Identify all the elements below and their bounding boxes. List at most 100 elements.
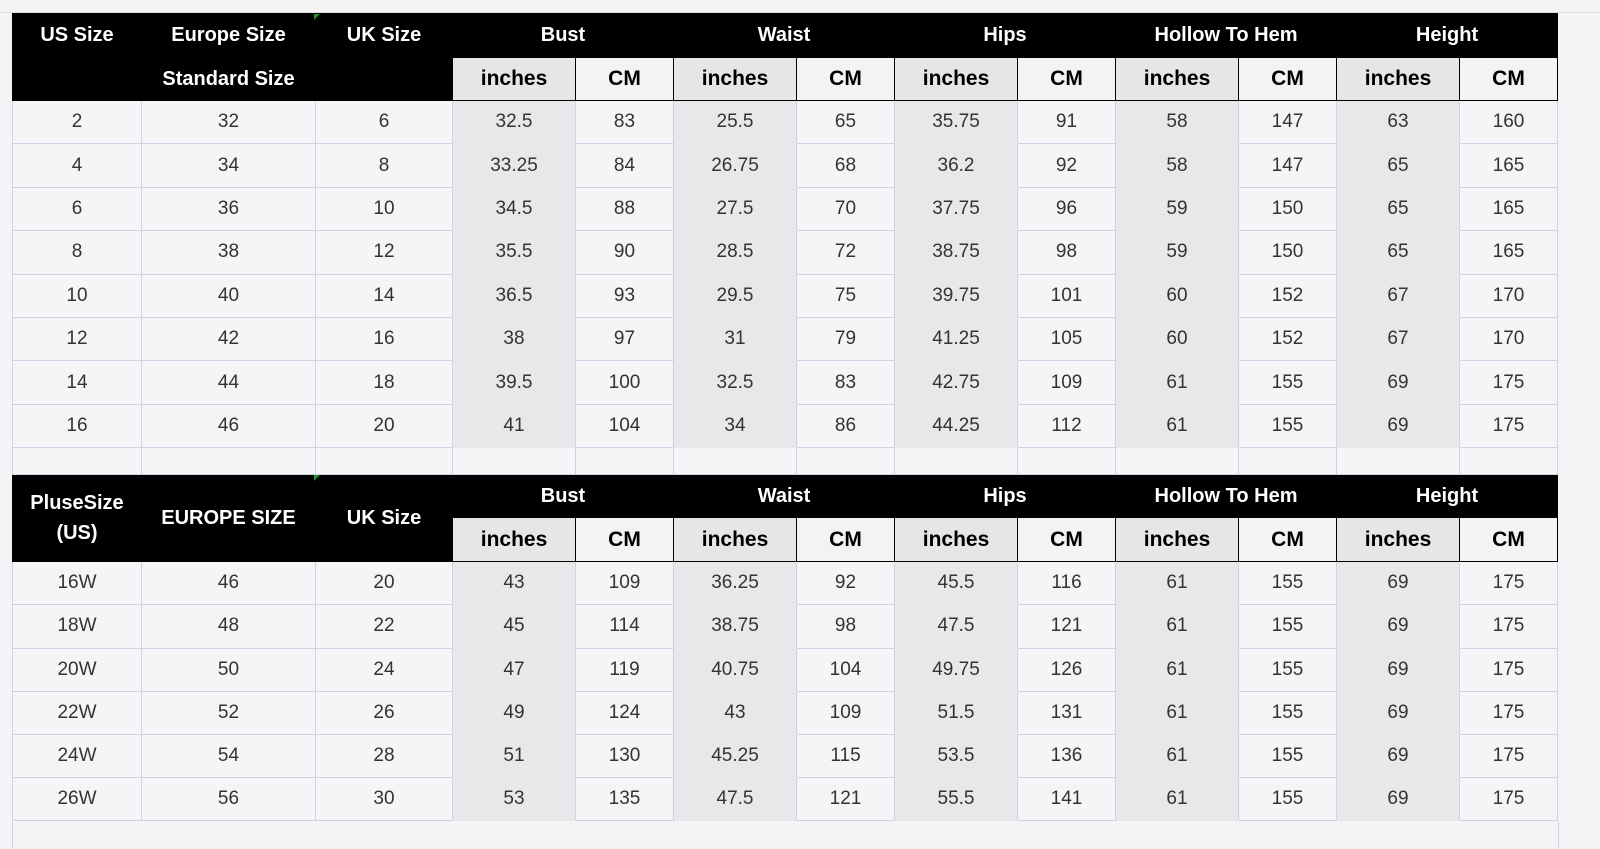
table-cell[interactable]: 91 xyxy=(1017,99,1116,145)
table-cell[interactable]: 75 xyxy=(796,273,895,318)
table-cell[interactable]: 16 xyxy=(12,403,142,449)
group-header[interactable]: Height xyxy=(1336,474,1558,519)
table-cell[interactable]: 105 xyxy=(1017,316,1116,362)
unit-header-cm[interactable]: CM xyxy=(575,517,674,563)
table-cell[interactable]: 155 xyxy=(1238,360,1337,405)
empty-cell[interactable] xyxy=(452,447,576,476)
table-cell[interactable]: 175 xyxy=(1459,403,1558,449)
table-cell[interactable]: 49.75 xyxy=(894,647,1018,692)
table-cell[interactable]: 114 xyxy=(575,604,674,649)
table-cell[interactable]: 155 xyxy=(1238,403,1337,449)
table-cell[interactable]: 126 xyxy=(1017,647,1116,692)
table-cell[interactable]: 26.75 xyxy=(673,143,797,188)
table-cell[interactable]: 2 xyxy=(12,99,142,145)
table-cell[interactable]: 155 xyxy=(1238,647,1337,692)
table-cell[interactable]: 175 xyxy=(1459,604,1558,649)
table-cell[interactable]: 32.5 xyxy=(673,360,797,405)
table-cell[interactable]: 32.5 xyxy=(452,99,576,145)
empty-cell[interactable] xyxy=(673,447,797,476)
header-europe-size[interactable]: EUROPE SIZE xyxy=(141,474,316,563)
table-cell[interactable]: 31 xyxy=(673,316,797,362)
table-cell[interactable]: 170 xyxy=(1459,273,1558,318)
table-cell[interactable]: 69 xyxy=(1336,403,1460,449)
table-cell[interactable]: 61 xyxy=(1115,561,1239,606)
table-cell[interactable]: 8 xyxy=(12,230,142,275)
table-cell[interactable]: 28 xyxy=(315,733,453,779)
table-cell[interactable]: 109 xyxy=(1017,360,1116,405)
table-cell[interactable]: 175 xyxy=(1459,733,1558,779)
table-cell[interactable]: 92 xyxy=(796,561,895,606)
table-cell[interactable]: 67 xyxy=(1336,273,1460,318)
table-cell[interactable]: 25.5 xyxy=(673,99,797,145)
table-cell[interactable]: 61 xyxy=(1115,690,1239,735)
table-cell[interactable]: 69 xyxy=(1336,690,1460,735)
table-cell[interactable]: 152 xyxy=(1238,316,1337,362)
table-cell[interactable]: 44 xyxy=(141,360,316,405)
table-cell[interactable]: 46 xyxy=(141,403,316,449)
table-cell[interactable]: 24 xyxy=(315,647,453,692)
table-cell[interactable]: 147 xyxy=(1238,143,1337,188)
unit-header-cm[interactable]: CM xyxy=(1238,57,1337,101)
table-cell[interactable]: 59 xyxy=(1115,230,1239,275)
table-cell[interactable]: 24W xyxy=(12,733,142,779)
group-header[interactable]: Height xyxy=(1336,13,1558,58)
table-cell[interactable]: 136 xyxy=(1017,733,1116,779)
table-cell[interactable]: 58 xyxy=(1115,143,1239,188)
table-cell[interactable]: 155 xyxy=(1238,690,1337,735)
table-cell[interactable]: 63 xyxy=(1336,99,1460,145)
header-standard-size[interactable]: Standard Size xyxy=(141,57,316,101)
table-cell[interactable]: 35.5 xyxy=(452,230,576,275)
unit-header-inches[interactable]: inches xyxy=(673,517,797,563)
table-cell[interactable]: 8 xyxy=(315,143,453,188)
table-cell[interactable]: 155 xyxy=(1238,561,1337,606)
table-cell[interactable]: 83 xyxy=(575,99,674,145)
empty-cell[interactable] xyxy=(575,447,674,476)
unit-header-cm[interactable]: CM xyxy=(1017,57,1116,101)
table-cell[interactable]: 36.2 xyxy=(894,143,1018,188)
table-cell[interactable]: 152 xyxy=(1238,273,1337,318)
table-cell[interactable]: 28.5 xyxy=(673,230,797,275)
table-cell[interactable]: 98 xyxy=(796,604,895,649)
empty-cell[interactable] xyxy=(894,447,1018,476)
table-cell[interactable]: 36.5 xyxy=(452,273,576,318)
table-cell[interactable]: 65 xyxy=(1336,143,1460,188)
table-cell[interactable]: 175 xyxy=(1459,561,1558,606)
table-cell[interactable]: 54 xyxy=(141,733,316,779)
table-cell[interactable]: 48 xyxy=(141,604,316,649)
table-cell[interactable]: 43 xyxy=(452,561,576,606)
table-cell[interactable]: 4 xyxy=(12,143,142,188)
table-cell[interactable]: 34 xyxy=(141,143,316,188)
table-cell[interactable]: 119 xyxy=(575,647,674,692)
unit-header-inches[interactable]: inches xyxy=(452,517,576,563)
table-cell[interactable]: 34 xyxy=(673,403,797,449)
table-cell[interactable]: 175 xyxy=(1459,647,1558,692)
table-cell[interactable]: 84 xyxy=(575,143,674,188)
table-cell[interactable]: 10 xyxy=(12,273,142,318)
unit-header-inches[interactable]: inches xyxy=(673,57,797,101)
table-cell[interactable]: 100 xyxy=(575,360,674,405)
table-cell[interactable]: 39.5 xyxy=(452,360,576,405)
table-cell[interactable]: 165 xyxy=(1459,186,1558,232)
table-cell[interactable]: 36 xyxy=(141,186,316,232)
table-cell[interactable]: 109 xyxy=(796,690,895,735)
table-cell[interactable]: 49 xyxy=(452,690,576,735)
table-cell[interactable]: 45.5 xyxy=(894,561,1018,606)
table-cell[interactable]: 121 xyxy=(1017,604,1116,649)
unit-header-cm[interactable]: CM xyxy=(1238,517,1337,563)
table-cell[interactable]: 40.75 xyxy=(673,647,797,692)
header-uk-size[interactable]: UK Size xyxy=(315,13,453,58)
table-cell[interactable]: 16 xyxy=(315,316,453,362)
table-cell[interactable]: 61 xyxy=(1115,360,1239,405)
header-uk-size[interactable]: UK Size xyxy=(315,474,453,563)
table-cell[interactable]: 27.5 xyxy=(673,186,797,232)
table-cell[interactable]: 51 xyxy=(452,733,576,779)
table-cell[interactable]: 88 xyxy=(575,186,674,232)
table-cell[interactable]: 165 xyxy=(1459,143,1558,188)
table-cell[interactable]: 61 xyxy=(1115,647,1239,692)
table-cell[interactable]: 109 xyxy=(575,561,674,606)
table-cell[interactable]: 45.25 xyxy=(673,733,797,779)
header-us-size[interactable]: US Size xyxy=(12,13,142,58)
table-cell[interactable]: 30 xyxy=(315,777,453,822)
unit-header-inches[interactable]: inches xyxy=(1336,57,1460,101)
empty-cell[interactable] xyxy=(1115,447,1239,476)
